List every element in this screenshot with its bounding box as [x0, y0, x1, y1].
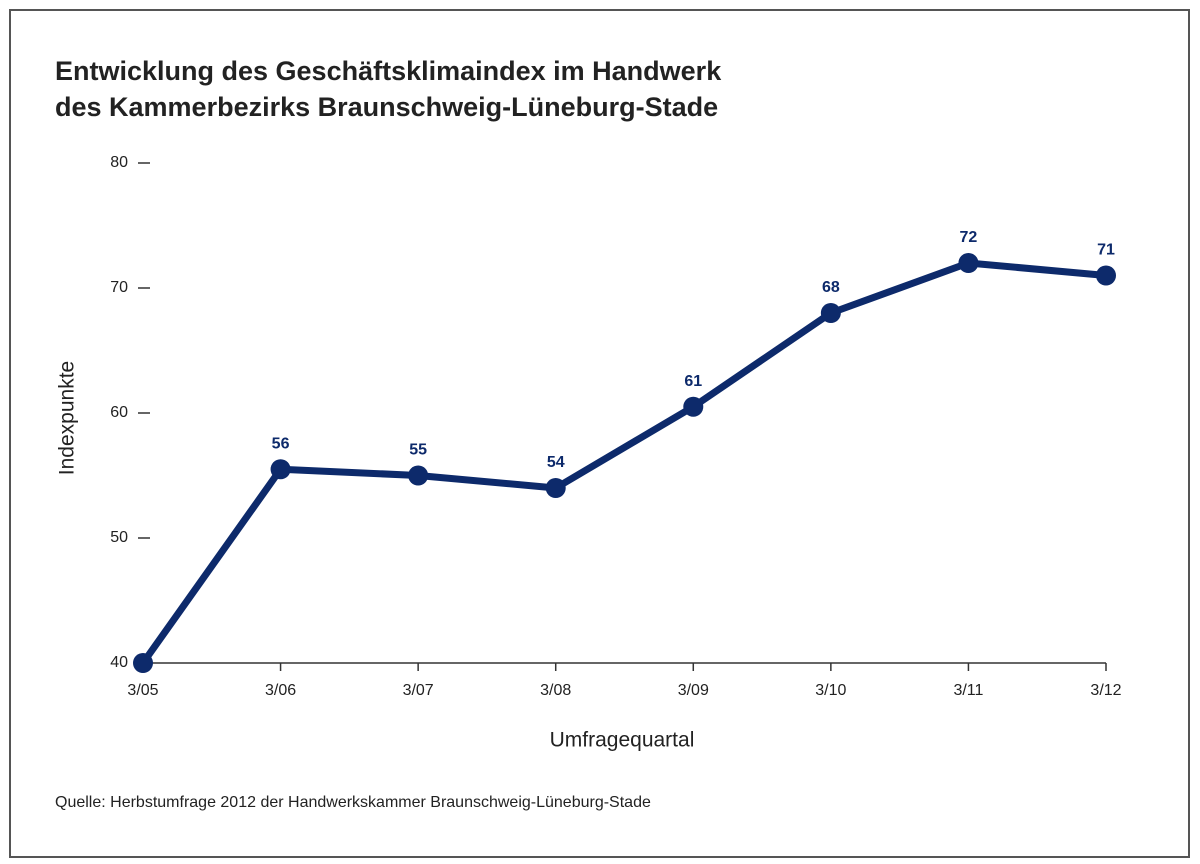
data-label: 72	[960, 229, 978, 246]
x-tick-label: 3/06	[265, 682, 296, 699]
data-point	[545, 478, 566, 498]
data-point	[958, 253, 979, 273]
data-label: 56	[272, 435, 290, 452]
data-label: 71	[1097, 242, 1115, 259]
frame	[9, 9, 1190, 858]
data-point	[408, 465, 429, 486]
data-point	[1096, 265, 1116, 286]
data-point	[683, 396, 704, 417]
data-point	[820, 303, 841, 323]
y-tick-label: 70	[110, 279, 128, 296]
x-tick-label: 3/07	[403, 682, 434, 699]
y-axis-label: Indexpunkte	[56, 361, 79, 475]
x-tick-label: 3/08	[540, 682, 571, 699]
y-tick-label: 40	[110, 654, 128, 671]
data-label: 54	[547, 454, 565, 471]
data-point	[270, 459, 291, 480]
source-note: Quelle: Herbstumfrage 2012 der Handwerks…	[55, 794, 651, 811]
data-point	[133, 653, 153, 673]
x-axis-label: Umfragequartal	[550, 729, 695, 752]
x-tick-label: 3/10	[815, 682, 846, 699]
y-tick-label: 80	[110, 154, 128, 171]
data-label: 68	[822, 279, 840, 296]
data-line	[140, 259, 1107, 666]
y-tick-label: 50	[110, 529, 128, 546]
x-tick-label: 3/05	[127, 682, 158, 699]
x-tick-label: 3/12	[1090, 682, 1121, 699]
x-tick-label: 3/09	[678, 682, 709, 699]
data-label: 61	[684, 373, 702, 390]
x-tick-label: 3/11	[953, 682, 983, 699]
y-tick-label: 60	[110, 404, 128, 421]
chart-title: Entwicklung des Geschäftsklimaindex im H…	[55, 56, 722, 86]
chart-title: des Kammerbezirks Braunschweig-Lüneburg-…	[55, 92, 718, 122]
data-label: 55	[409, 442, 427, 459]
